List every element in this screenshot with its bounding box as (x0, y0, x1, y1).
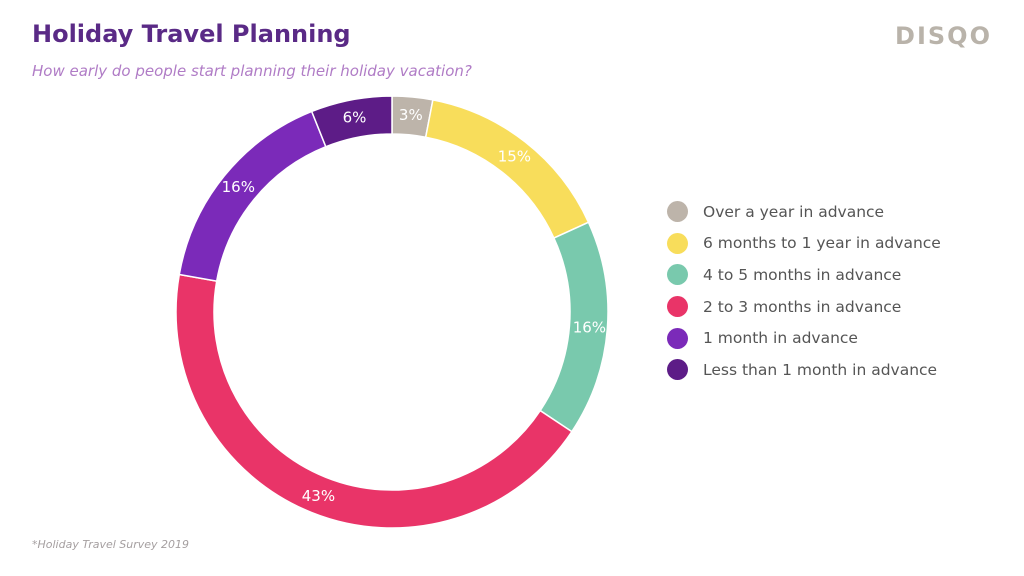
legend-swatch (667, 264, 688, 286)
slice-label-6-months-to-1-year-in-advance: 15% (498, 147, 531, 165)
legend-swatch (667, 359, 688, 381)
slice-label-4-to-5-months-in-advance: 16% (573, 319, 606, 337)
donut-slices (175, 95, 609, 529)
brand-logo: DISQO (895, 22, 992, 50)
legend-label: 4 to 5 months in advance (703, 265, 902, 284)
legend-label: Less than 1 month in advance (703, 360, 938, 379)
slice-label-2-to-3-months-in-advance: 43% (302, 487, 335, 505)
donut-labels: 3% 15% 16% 43% 16% 6% (222, 106, 606, 505)
slice-2-to-3-months-in-advance (175, 273, 573, 529)
chart-legend: Over a year in advance 6 months to 1 year… (667, 196, 941, 386)
legend-swatch (667, 296, 688, 318)
legend-item-1-month-in-advance: 1 month in advance (667, 322, 941, 354)
slice-label-1-month-in-advance: 16% (222, 178, 255, 196)
legend-swatch (667, 327, 688, 349)
slice-6-months-to-1-year-in-advance (424, 99, 590, 240)
slice-1-month-in-advance (178, 110, 327, 282)
legend-swatch (667, 232, 688, 254)
legend-label: 1 month in advance (703, 329, 858, 348)
chart-subtitle: How early do people start planning their… (32, 62, 472, 80)
slice-less-than-1-month-in-advance (310, 95, 393, 148)
legend-label: 2 to 3 months in advance (703, 297, 902, 316)
footnote: *Holiday Travel Survey 2019 (32, 538, 190, 551)
slice-label-over-a-year-in-advance: 3% (399, 106, 423, 124)
slice-label-less-than-1-month-in-advance: 6% (343, 109, 367, 127)
legend-label: 6 months to 1 year in advance (703, 234, 941, 253)
legend-item-over-a-year-in-advance: Over a year in advance (667, 196, 941, 228)
legend-label: Over a year in advance (703, 202, 885, 221)
legend-item-4-to-5-months-in-advance: 4 to 5 months in advance (667, 259, 941, 291)
legend-swatch (667, 201, 688, 223)
legend-item-less-than-1-month-in-advance: Less than 1 month in advance (667, 354, 941, 386)
legend-item-6-months-to-1-year-in-advance: 6 months to 1 year in advance (667, 228, 941, 260)
chart-title: Holiday Travel Planning (32, 20, 351, 48)
legend-item-2-to-3-months-in-advance: 2 to 3 months in advance (667, 291, 941, 323)
